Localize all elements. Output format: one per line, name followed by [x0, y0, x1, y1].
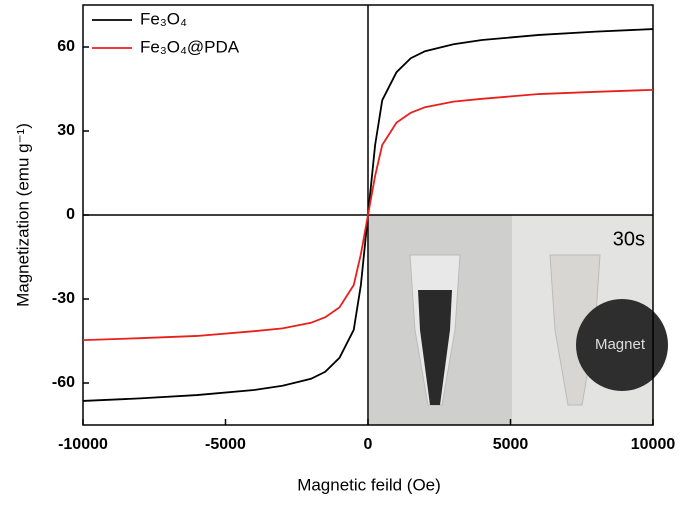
x-tick-label: 0	[364, 436, 373, 453]
y-tick-label: 0	[66, 206, 75, 223]
legend-label: Fe₃O₄	[140, 9, 187, 28]
x-axis-label: Magnetic feild (Oe)	[297, 475, 441, 494]
x-tick-label: 5000	[493, 436, 529, 453]
annotation: Magnet	[595, 336, 646, 353]
x-tick-label: -10000	[58, 436, 108, 453]
inset-photo: 30s Magnet	[369, 215, 668, 425]
legend-label: Fe₃O₄@PDA	[140, 37, 240, 56]
x-tick-label: -5000	[205, 436, 246, 453]
y-tick-label: -60	[52, 374, 75, 391]
y-axis-label: Magnetization (emu g⁻¹)	[13, 123, 32, 307]
x-tick-label: 10000	[631, 436, 676, 453]
annotation: 30s	[613, 228, 645, 250]
series-line	[82, 88, 654, 342]
y-tick-label: 60	[57, 38, 75, 55]
y-tick-label: 30	[57, 122, 75, 139]
y-tick-label: -30	[52, 290, 75, 307]
